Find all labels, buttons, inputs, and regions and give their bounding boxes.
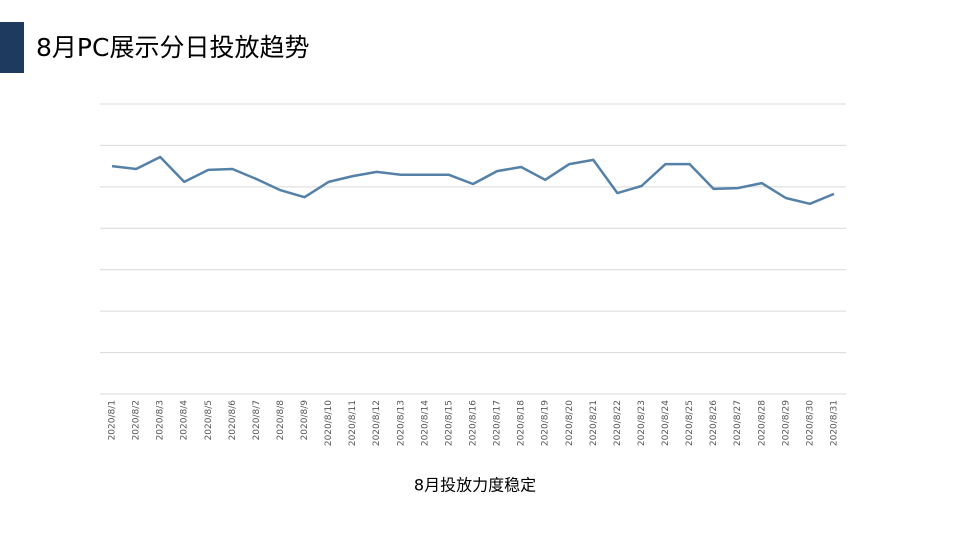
x-tick-label: 2020/8/22: [613, 400, 623, 446]
x-tick-label: 2020/8/8: [276, 400, 286, 441]
x-tick-label: 2020/8/30: [805, 400, 815, 446]
x-tick-label: 2020/8/1: [108, 400, 118, 440]
x-tick-label: 2020/8/19: [541, 400, 551, 446]
title-accent: [0, 22, 24, 73]
x-tick-label: 2020/8/15: [444, 400, 454, 446]
x-tick-label: 2020/8/13: [396, 400, 406, 446]
x-tick-label: 2020/8/23: [637, 400, 647, 446]
x-tick-label: 2020/8/18: [517, 400, 527, 446]
x-tick-label: 2020/8/14: [420, 400, 430, 446]
x-tick-label: 2020/8/27: [733, 400, 743, 446]
x-tick-label: 2020/8/9: [300, 400, 310, 441]
x-tick-label: 2020/8/26: [709, 400, 719, 446]
chart-caption: 8月投放力度稳定: [414, 476, 536, 495]
x-tick-label: 2020/8/25: [685, 400, 695, 446]
x-tick-label: 2020/8/16: [469, 400, 479, 446]
x-tick-label: 2020/8/20: [565, 400, 575, 446]
x-tick-label: 2020/8/21: [589, 400, 599, 446]
data-line: [111, 155, 835, 206]
x-tick-label: 2020/8/31: [829, 400, 839, 446]
x-tick-label: 2020/8/2: [132, 400, 142, 440]
x-tick-label: 2020/8/5: [204, 400, 214, 440]
x-tick-label: 2020/8/24: [661, 400, 671, 446]
slide-title: 8月PC展示分日投放趋势: [36, 33, 309, 62]
x-tick-label: 2020/8/6: [228, 400, 238, 441]
x-tick-label: 2020/8/11: [348, 400, 358, 446]
x-tick-label: 2020/8/28: [757, 400, 767, 446]
x-tick-label: 2020/8/10: [324, 400, 334, 446]
x-tick-label: 2020/8/3: [156, 400, 166, 440]
x-tick-label: 2020/8/7: [252, 400, 262, 440]
x-tick-label: 2020/8/12: [372, 400, 382, 446]
x-tick-label: 2020/8/4: [180, 400, 190, 441]
x-tick-label: 2020/8/17: [493, 400, 503, 446]
x-tick-label: 2020/8/29: [781, 400, 791, 446]
